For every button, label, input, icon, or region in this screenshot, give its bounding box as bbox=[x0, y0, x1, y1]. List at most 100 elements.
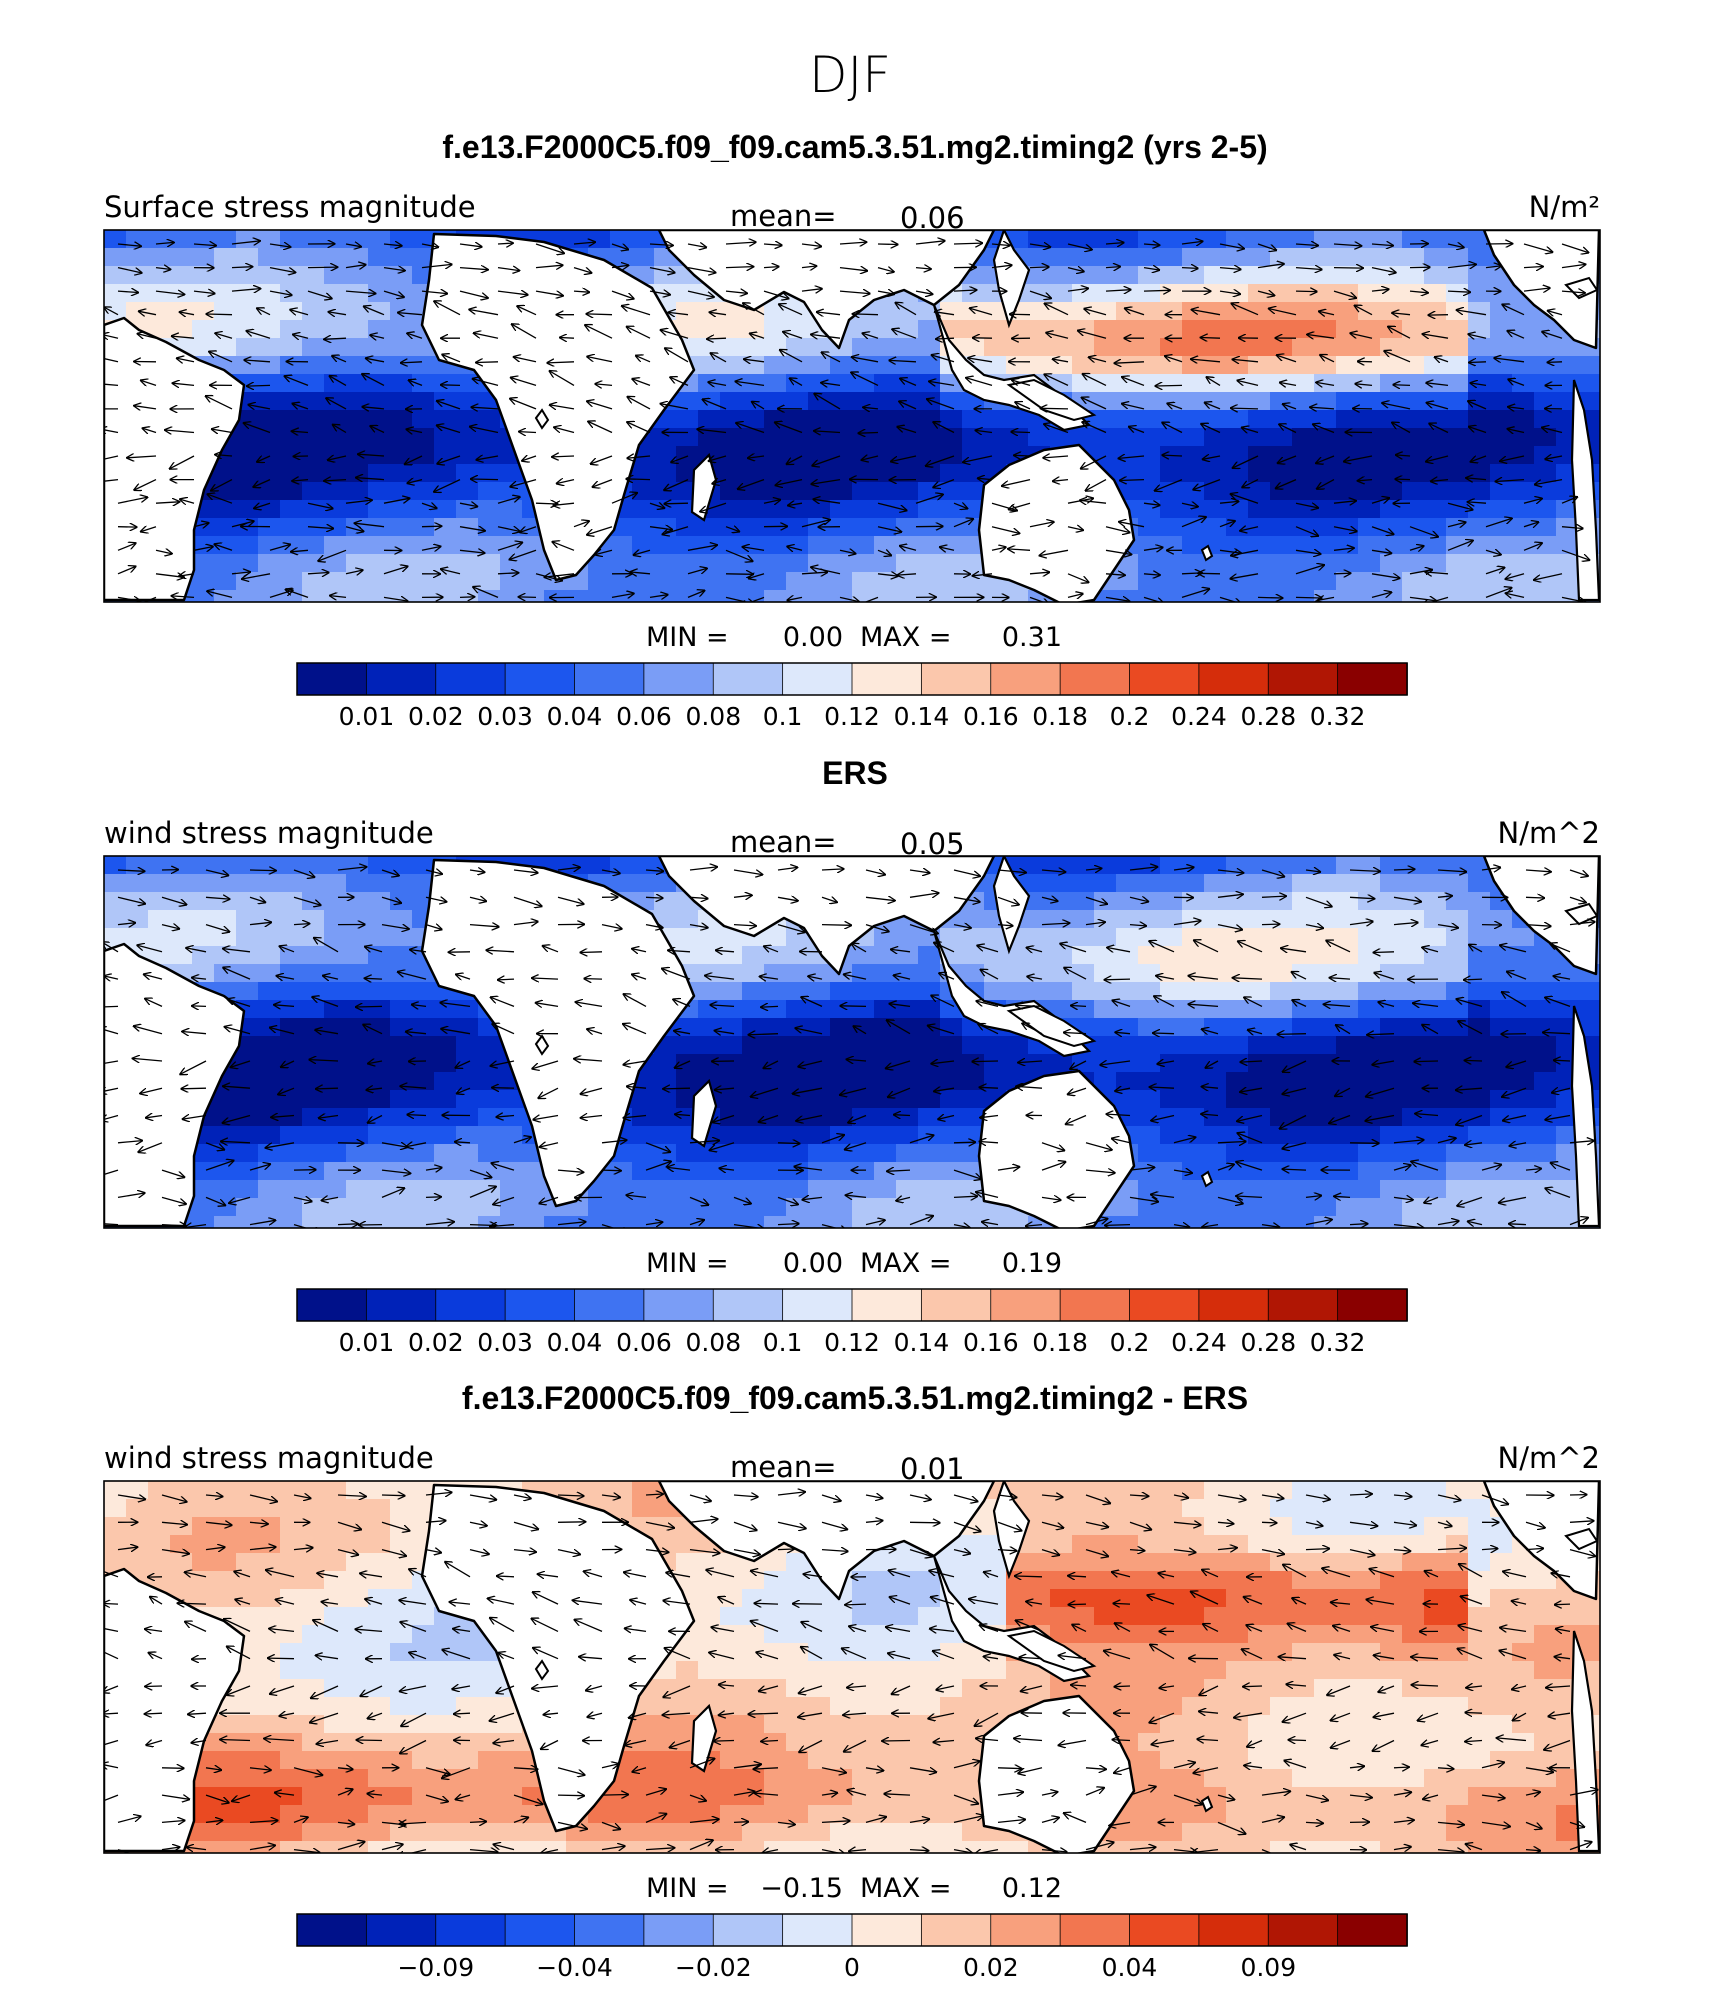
season-title: DJF bbox=[809, 46, 891, 104]
colorbar-swatch bbox=[366, 1289, 436, 1321]
colorbar-tick-label: 0 bbox=[844, 1953, 860, 1982]
colorbar-tick-label: −0.09 bbox=[397, 1953, 474, 1982]
colorbar-tick-label: 0.32 bbox=[1310, 702, 1366, 731]
colorbar-tick-label: 0.02 bbox=[408, 1328, 464, 1357]
colorbar-swatch bbox=[1268, 663, 1338, 695]
colorbar-swatch bbox=[921, 1914, 991, 1946]
colorbar-swatch bbox=[644, 1914, 714, 1946]
colorbar-tick-label: 0.16 bbox=[963, 1328, 1019, 1357]
colorbar-tick-label: 0.24 bbox=[1171, 1328, 1227, 1357]
panel-1: f.e13.F2000C5.f09_f09.cam5.3.51.mg2.timi… bbox=[89, 129, 1600, 731]
colorbar-tick-label: 0.04 bbox=[1102, 1953, 1158, 1982]
colorbar-swatch bbox=[783, 1914, 853, 1946]
colorbar-swatch bbox=[1060, 663, 1130, 695]
colorbar-swatch bbox=[297, 1289, 367, 1321]
colorbar-swatch bbox=[1130, 1914, 1200, 1946]
mean-label: mean= bbox=[730, 199, 837, 233]
max-label: MAX = bbox=[860, 1873, 951, 1904]
max-value: 0.12 bbox=[1002, 1873, 1062, 1904]
colorbar-swatch bbox=[713, 663, 783, 695]
panel-title: f.e13.F2000C5.f09_f09.cam5.3.51.mg2.timi… bbox=[462, 1380, 1248, 1416]
colorbar-swatch bbox=[713, 1289, 783, 1321]
colorbar-swatch bbox=[297, 1914, 367, 1946]
colorbar-tick-label: 0.1 bbox=[763, 702, 803, 731]
colorbar-swatch bbox=[1060, 1914, 1130, 1946]
panel-3: f.e13.F2000C5.f09_f09.cam5.3.51.mg2.timi… bbox=[89, 1380, 1600, 1982]
colorbar-tick-label: 0.06 bbox=[616, 702, 672, 731]
colorbar: −0.09 −0.04 −0.02 0 0.02 0.04 0.09 bbox=[297, 1914, 1407, 1982]
colorbar-tick-label: 0.02 bbox=[408, 702, 464, 731]
colorbar-swatch bbox=[1130, 663, 1200, 695]
colorbar-swatch bbox=[505, 663, 575, 695]
colorbar-swatch bbox=[297, 663, 367, 695]
colorbar-swatch bbox=[1338, 1289, 1408, 1321]
colorbar-tick-label: 0.04 bbox=[547, 1328, 603, 1357]
units-label: N/m² bbox=[1529, 190, 1600, 224]
colorbar-swatch bbox=[436, 1289, 506, 1321]
colorbar-tick-label: 0.04 bbox=[547, 702, 603, 731]
panels: f.e13.F2000C5.f09_f09.cam5.3.51.mg2.timi… bbox=[89, 129, 1600, 1982]
min-value: −0.15 bbox=[760, 1873, 843, 1904]
colorbar-tick-label: 0.32 bbox=[1310, 1328, 1366, 1357]
colorbar-tick-label: 0.02 bbox=[963, 1953, 1019, 1982]
colorbar-swatch bbox=[921, 663, 991, 695]
colorbar-tick-label: 0.03 bbox=[477, 702, 533, 731]
colorbar-swatch bbox=[436, 663, 506, 695]
colorbar-swatch bbox=[644, 663, 714, 695]
colorbar-swatch bbox=[436, 1914, 506, 1946]
max-value: 0.31 bbox=[1002, 622, 1062, 653]
colorbar-swatch bbox=[991, 1289, 1061, 1321]
colorbar-swatch bbox=[644, 1289, 714, 1321]
colorbar-tick-label: 0.16 bbox=[963, 702, 1019, 731]
colorbar-swatch bbox=[1199, 663, 1269, 695]
colorbar-swatch bbox=[505, 1289, 575, 1321]
min-label: MIN = bbox=[646, 1248, 729, 1279]
colorbar-tick-label: 0.2 bbox=[1110, 702, 1150, 731]
colorbar-swatch bbox=[1199, 1289, 1269, 1321]
map bbox=[90, 856, 1601, 1235]
colorbar-tick-label: 0.09 bbox=[1240, 1953, 1296, 1982]
colorbar-swatch bbox=[713, 1914, 783, 1946]
colorbar-swatch bbox=[575, 1914, 645, 1946]
variable-label: wind stress magnitude bbox=[104, 816, 434, 850]
colorbar-tick-label: 0.01 bbox=[339, 702, 395, 731]
colorbar-tick-label: 0.28 bbox=[1240, 1328, 1296, 1357]
min-value: 0.00 bbox=[783, 1248, 843, 1279]
colorbar-swatch bbox=[991, 1914, 1061, 1946]
colorbar-swatch bbox=[991, 663, 1061, 695]
colorbar-swatch bbox=[783, 663, 853, 695]
colorbar-tick-label: −0.02 bbox=[675, 1953, 752, 1982]
colorbar-swatch bbox=[783, 1289, 853, 1321]
max-value: 0.19 bbox=[1002, 1248, 1062, 1279]
map bbox=[89, 230, 1600, 609]
mean-label: mean= bbox=[730, 1450, 837, 1484]
min-value: 0.00 bbox=[783, 622, 843, 653]
panel-title: f.e13.F2000C5.f09_f09.cam5.3.51.mg2.timi… bbox=[442, 129, 1267, 165]
colorbar-swatch bbox=[852, 1289, 922, 1321]
colorbar-swatch bbox=[575, 663, 645, 695]
colorbar-swatch bbox=[1199, 1914, 1269, 1946]
colorbar-tick-label: 0.24 bbox=[1171, 702, 1227, 731]
colorbar-swatch bbox=[921, 1289, 991, 1321]
min-label: MIN = bbox=[646, 622, 729, 653]
colorbar-tick-label: 0.03 bbox=[477, 1328, 533, 1357]
colorbar-tick-label: 0.08 bbox=[685, 1328, 741, 1357]
variable-label: Surface stress magnitude bbox=[104, 190, 476, 224]
variable-label: wind stress magnitude bbox=[104, 1441, 434, 1475]
colorbar-swatch bbox=[575, 1289, 645, 1321]
panel-title: ERS bbox=[822, 755, 888, 791]
colorbar-swatch bbox=[366, 663, 436, 695]
colorbar-tick-label: 0.12 bbox=[824, 702, 880, 731]
colorbar-tick-label: −0.04 bbox=[536, 1953, 613, 1982]
colorbar-swatch bbox=[1268, 1914, 1338, 1946]
colorbar-tick-label: 0.2 bbox=[1110, 1328, 1150, 1357]
units-label: N/m^2 bbox=[1498, 1441, 1600, 1475]
colorbar-swatch bbox=[505, 1914, 575, 1946]
max-label: MAX = bbox=[860, 622, 951, 653]
colorbar-swatch bbox=[366, 1914, 436, 1946]
colorbar-swatch bbox=[1338, 663, 1408, 695]
